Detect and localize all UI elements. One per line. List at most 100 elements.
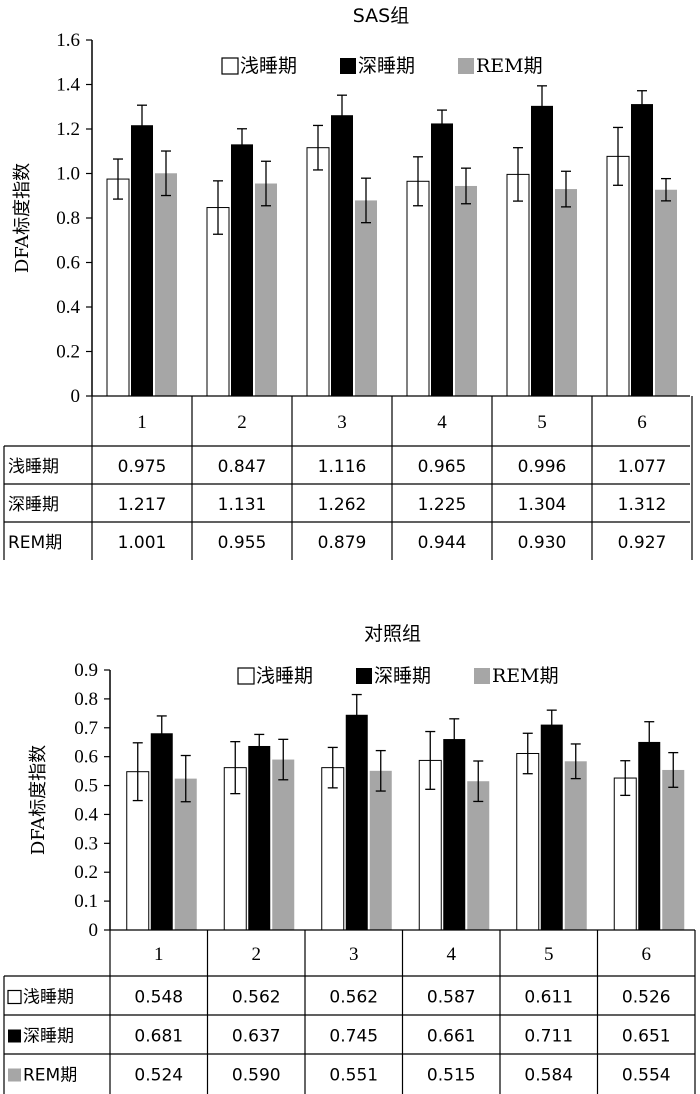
bar-2-3 — [345, 714, 368, 930]
table-marker-2 — [8, 1029, 21, 1043]
table-cell: 1.077 — [618, 457, 667, 477]
bar-3-3 — [369, 770, 392, 930]
bar-1-6 — [613, 777, 637, 931]
table-cell: 1.116 — [318, 457, 367, 477]
category-label: 6 — [642, 944, 652, 965]
table-cell: 0.651 — [622, 1027, 671, 1047]
legend-swatch-1 — [237, 667, 255, 685]
bar-2-5 — [540, 724, 563, 930]
legend-label-1: 浅睡期 — [256, 665, 313, 687]
table-cell: 0.965 — [418, 457, 467, 477]
table-cell: 1.001 — [118, 533, 167, 553]
chart-2: 对照组 DFA标度指数 0 0.1 0.2 0.3 0.4 0.5 0.6 0.7 0.8 0.9 浅睡… — [3, 623, 696, 1094]
table-cell: 0.637 — [232, 1027, 281, 1047]
table-cell: 0.996 — [518, 457, 567, 477]
bar-2-2 — [231, 144, 253, 396]
legend-swatch-3 — [458, 58, 474, 74]
table-cell: 0.944 — [418, 533, 467, 553]
table-cell: 1.217 — [118, 495, 167, 515]
table-row-header: REM期 — [23, 1066, 77, 1086]
table-row-header: 浅睡期 — [23, 988, 74, 1008]
table-cell: 0.930 — [518, 533, 567, 553]
table-cell: 1.312 — [618, 495, 667, 515]
bar-3-5 — [564, 761, 587, 930]
bar-3-2 — [255, 183, 277, 396]
legend-label-3: REM期 — [492, 665, 559, 687]
y-tick-label: 0.5 — [74, 776, 98, 797]
table-cell: 1.225 — [418, 495, 467, 515]
y-tick-label: 0.2 — [56, 342, 80, 363]
category-label: 4 — [437, 412, 447, 433]
table-cell: 0.524 — [134, 1066, 183, 1086]
category-label: 3 — [337, 412, 347, 433]
y-tick-label: 0.4 — [56, 297, 80, 318]
legend-label-3: REM期 — [476, 55, 543, 77]
category-label: 5 — [537, 412, 547, 433]
legend-swatch-2 — [356, 668, 372, 684]
y-tick-label: 0.8 — [74, 689, 98, 710]
bar-1-1 — [106, 178, 130, 397]
bar-3-3 — [355, 200, 377, 396]
legend-label-2: 深睡期 — [374, 665, 431, 687]
bar-1-4 — [406, 180, 430, 397]
table-cell: 0.711 — [524, 1027, 573, 1047]
y-tick-label: 0.7 — [74, 718, 98, 739]
table-cell: 0.975 — [118, 457, 167, 477]
bar-1-5 — [516, 752, 540, 931]
table-cell: 0.661 — [427, 1027, 476, 1047]
chart-title: 对照组 — [364, 623, 421, 645]
y-tick-label: 1.4 — [56, 75, 80, 96]
table-cell: 0.587 — [427, 988, 476, 1008]
legend-swatch-3 — [474, 668, 490, 684]
table-cell: 0.554 — [622, 1066, 671, 1086]
legend-swatch-2 — [340, 58, 356, 74]
table-cell: 0.562 — [329, 988, 378, 1008]
bar-3-4 — [467, 781, 490, 930]
table-cell: 0.955 — [218, 533, 267, 553]
bar-1-5 — [506, 173, 530, 397]
y-tick-label: 0.6 — [56, 253, 80, 274]
y-tick-label: 0.9 — [74, 660, 98, 681]
bar-1-3 — [321, 767, 345, 931]
data-table: 1 2 3 4 5 6 浅睡期 0.975 0.847 1.116 0.965 0.996 1.077 深… — [3, 395, 693, 560]
bar-3-6 — [662, 769, 685, 930]
table-row-header: 浅睡期 — [8, 457, 59, 477]
table-cell: 0.551 — [329, 1066, 378, 1086]
table-cell: 1.304 — [518, 495, 567, 515]
category-label: 1 — [154, 944, 164, 965]
y-tick-label: 0.4 — [74, 804, 98, 825]
category-label: 4 — [447, 944, 457, 965]
table-cell: 0.927 — [618, 533, 667, 553]
category-label: 6 — [637, 412, 647, 433]
bar-1-2 — [206, 207, 230, 397]
bar-3-6 — [655, 189, 677, 396]
table-cell: 0.847 — [218, 457, 267, 477]
y-tick-label: 0.1 — [74, 891, 98, 912]
table-row-header: 深睡期 — [8, 495, 59, 515]
table-cell: 0.584 — [524, 1066, 573, 1086]
legend-swatch-1 — [221, 57, 239, 75]
table-cell: 0.879 — [318, 533, 367, 553]
y-tick-label: 0 — [71, 386, 81, 407]
bar-1-6 — [606, 155, 630, 397]
table-marker-3 — [8, 1068, 21, 1082]
bar-2-4 — [431, 123, 453, 396]
legend-label-2: 深睡期 — [358, 55, 415, 77]
category-label: 3 — [349, 944, 359, 965]
y-tick-label: 0.6 — [74, 747, 98, 768]
table-cell: 1.131 — [218, 495, 267, 515]
bar-1-3 — [306, 147, 330, 397]
table-cell: 0.745 — [329, 1027, 378, 1047]
bar-2-2 — [248, 745, 271, 930]
bar-2-3 — [331, 115, 353, 396]
category-label: 1 — [137, 412, 147, 433]
y-tick-label: 1.0 — [56, 164, 80, 185]
category-label: 2 — [252, 944, 262, 965]
chart-1: SAS组DFA标度指数00.20.40.60.81.01.21.41.6浅睡期深… — [3, 5, 693, 560]
bar-3-5 — [555, 189, 577, 396]
bar-2-5 — [531, 105, 553, 397]
y-axis-label: DFA标度指数 — [28, 745, 49, 855]
bar-2-6 — [638, 741, 661, 930]
bar-3-1 — [155, 173, 177, 396]
y-tick-label: 0.8 — [56, 208, 80, 229]
